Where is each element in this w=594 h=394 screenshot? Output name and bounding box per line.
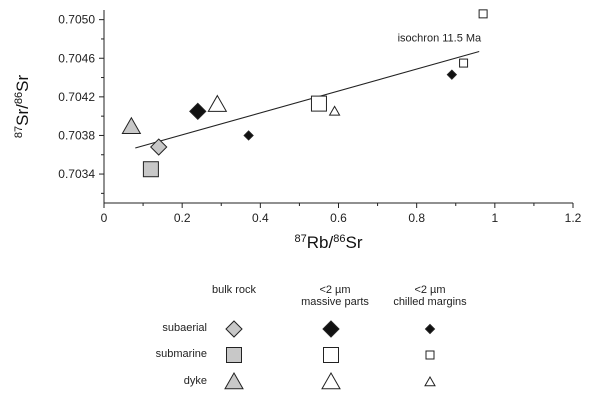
x-tick-label: 0.2	[174, 211, 191, 225]
data-point-subaerial-diamond	[189, 102, 207, 121]
isochron-line	[135, 50, 480, 149]
legend-marker-subaerial-0	[225, 320, 243, 338]
x-axis-label: 87Rb/86Sr	[295, 233, 363, 252]
isochron-label: isochron 11.5 Ma	[398, 32, 482, 44]
data-point-subaerial-diamond-small	[446, 69, 458, 80]
y-tick-label: 0.7038	[58, 128, 95, 142]
y-axis-label: 87Sr/86Sr	[13, 75, 32, 139]
data-point-dyke-triangle	[207, 94, 228, 112]
x-tick-label: 0.4	[252, 211, 269, 225]
legend-marker-dyke-2	[424, 375, 436, 387]
data-point-subaerial-diamond-small	[243, 130, 254, 141]
x-tick-label: 0.8	[408, 211, 425, 225]
y-tick-label: 0.7050	[58, 13, 95, 27]
data-point-submarine-square	[310, 95, 327, 112]
legend-marker-subaerial-1	[322, 320, 340, 338]
data-point-dyke-triangle-small	[328, 105, 341, 116]
y-tick-label: 0.7042	[58, 90, 95, 104]
x-tick-label: 1.2	[565, 211, 582, 225]
legend-marker-dyke-1	[321, 371, 341, 390]
x-tick-label: 0	[101, 211, 108, 225]
data-point-submarine-square-small	[478, 9, 488, 19]
legend-marker-submarine-0	[226, 347, 242, 363]
data-point-submarine-square	[142, 161, 159, 178]
legend-marker-subaerial-2	[424, 323, 436, 335]
data-point-submarine-square-small	[459, 58, 469, 68]
legend-marker-dyke-0	[224, 371, 244, 390]
x-tick-label: 0.6	[330, 211, 347, 225]
data-point-subaerial-diamond	[150, 138, 168, 156]
legend-marker-submarine-2	[425, 350, 435, 360]
data-point-dyke-triangle	[121, 116, 142, 135]
legend-marker-submarine-1	[323, 347, 339, 363]
y-tick-label: 0.7046	[58, 51, 95, 65]
y-tick-label: 0.7034	[58, 167, 95, 181]
x-tick-label: 1	[491, 211, 498, 225]
